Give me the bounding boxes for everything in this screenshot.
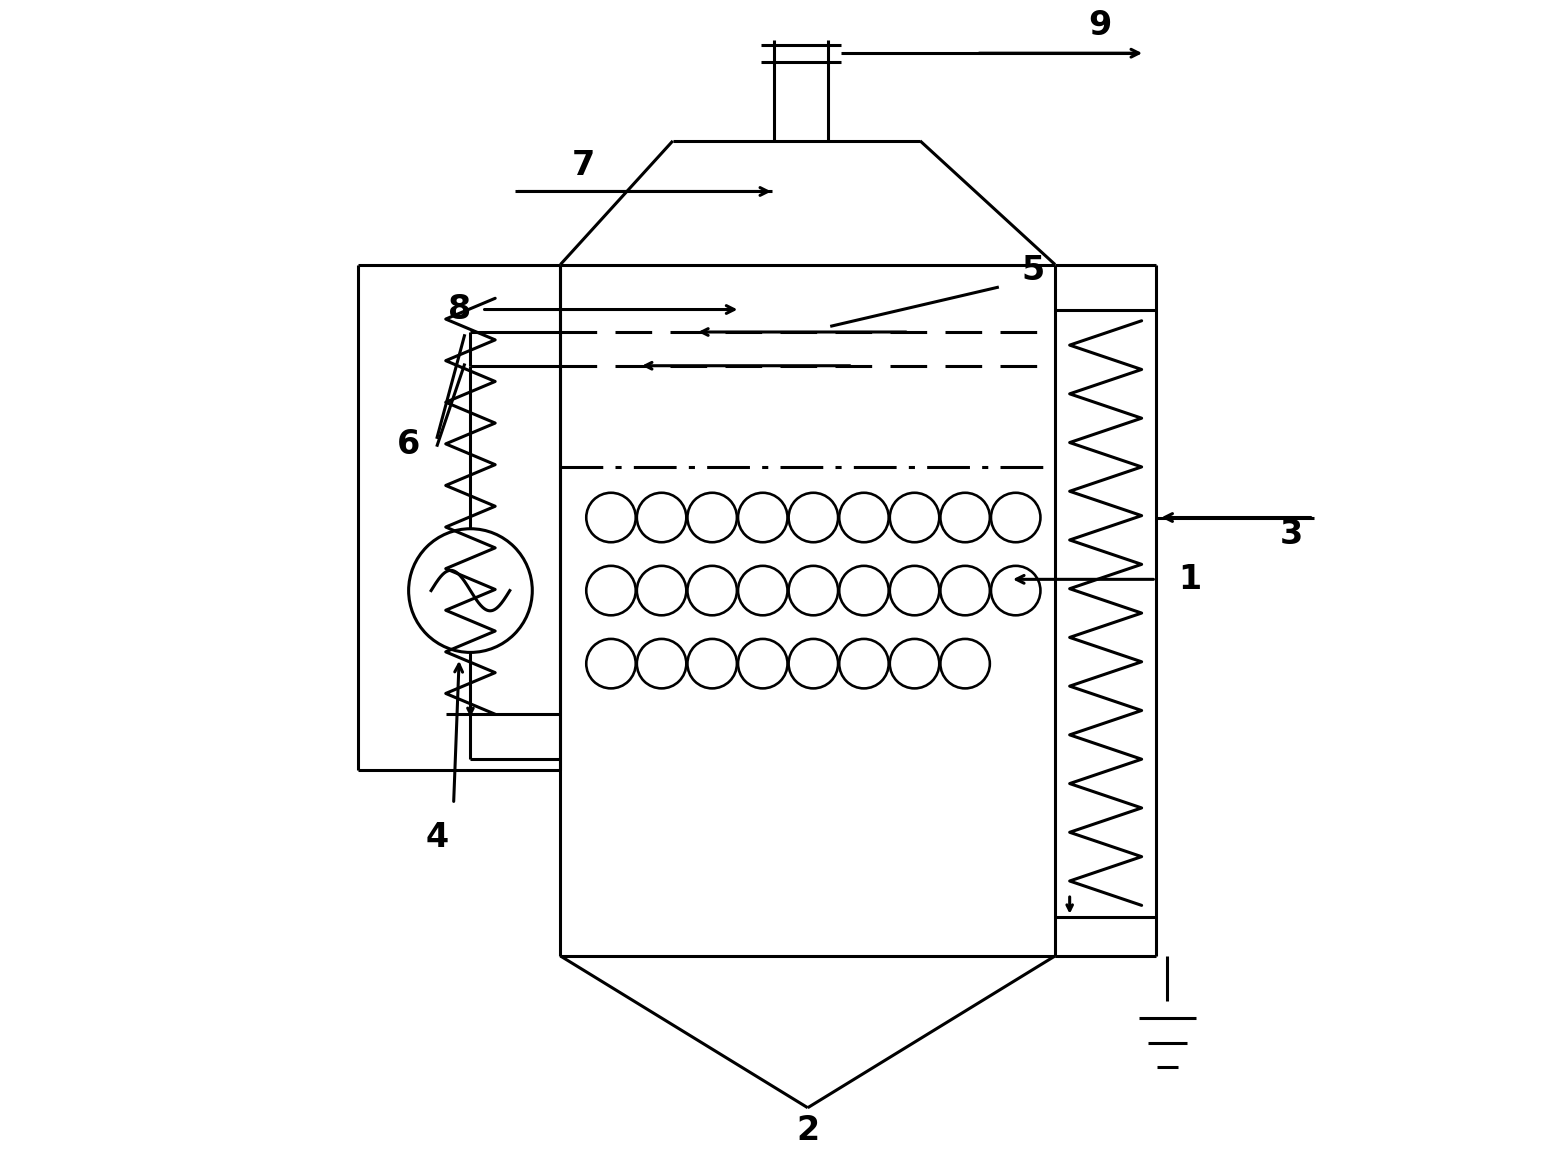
Text: 8: 8 — [447, 292, 471, 326]
Text: 5: 5 — [1022, 253, 1045, 287]
Text: 7: 7 — [571, 149, 594, 183]
Text: 2: 2 — [796, 1113, 819, 1147]
Text: 6: 6 — [396, 428, 420, 461]
Text: 4: 4 — [426, 822, 449, 854]
Text: 9: 9 — [1088, 8, 1111, 42]
Text: 3: 3 — [1280, 518, 1303, 551]
Text: 1: 1 — [1178, 563, 1201, 595]
